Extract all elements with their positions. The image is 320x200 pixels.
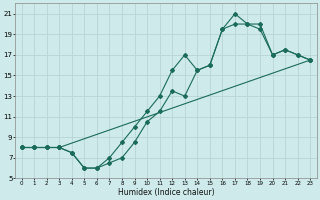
X-axis label: Humidex (Indice chaleur): Humidex (Indice chaleur) <box>117 188 214 197</box>
